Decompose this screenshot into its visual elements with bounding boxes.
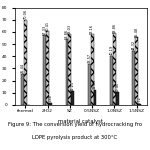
Bar	[88, 64, 91, 105]
Text: 58.86: 58.86	[112, 22, 116, 33]
Text: 33.57: 33.57	[87, 53, 91, 63]
Bar	[110, 56, 113, 105]
Text: 58.03: 58.03	[68, 24, 72, 34]
Bar	[49, 103, 52, 105]
Bar	[113, 33, 116, 105]
Text: 11.21: 11.21	[71, 81, 75, 91]
Text: 40.19: 40.19	[110, 45, 114, 55]
Text: Figure 9: The conversion yield of hydrocracking fro: Figure 9: The conversion yield of hydroc…	[8, 122, 142, 127]
Text: 1.88: 1.88	[48, 94, 52, 102]
Bar	[138, 104, 141, 105]
Bar	[135, 37, 138, 105]
Text: 60.41: 60.41	[46, 21, 50, 31]
Bar	[24, 20, 27, 105]
Text: 25.44: 25.44	[20, 63, 24, 73]
Text: 70.06: 70.06	[23, 9, 27, 19]
Bar	[132, 51, 135, 105]
X-axis label: material catalyst: material catalyst	[58, 119, 104, 124]
Text: 12.45: 12.45	[93, 79, 97, 89]
Text: 57.33: 57.33	[43, 24, 47, 34]
Bar	[91, 34, 94, 105]
Text: 55.48: 55.48	[135, 27, 139, 37]
Bar	[43, 35, 46, 105]
Text: 0.72: 0.72	[138, 96, 142, 104]
Text: 44.32: 44.32	[132, 40, 136, 50]
Text: 10.45: 10.45	[115, 82, 119, 92]
Bar	[46, 31, 49, 105]
Bar	[68, 34, 71, 105]
Text: 53.86: 53.86	[65, 29, 69, 39]
Bar	[71, 91, 74, 105]
Bar	[116, 92, 119, 105]
Text: LDPE pyrolysis product at 300°C: LDPE pyrolysis product at 300°C	[32, 135, 118, 141]
Bar	[66, 39, 68, 105]
Bar	[21, 74, 24, 105]
Text: 58.16: 58.16	[90, 23, 94, 33]
Bar	[94, 90, 96, 105]
